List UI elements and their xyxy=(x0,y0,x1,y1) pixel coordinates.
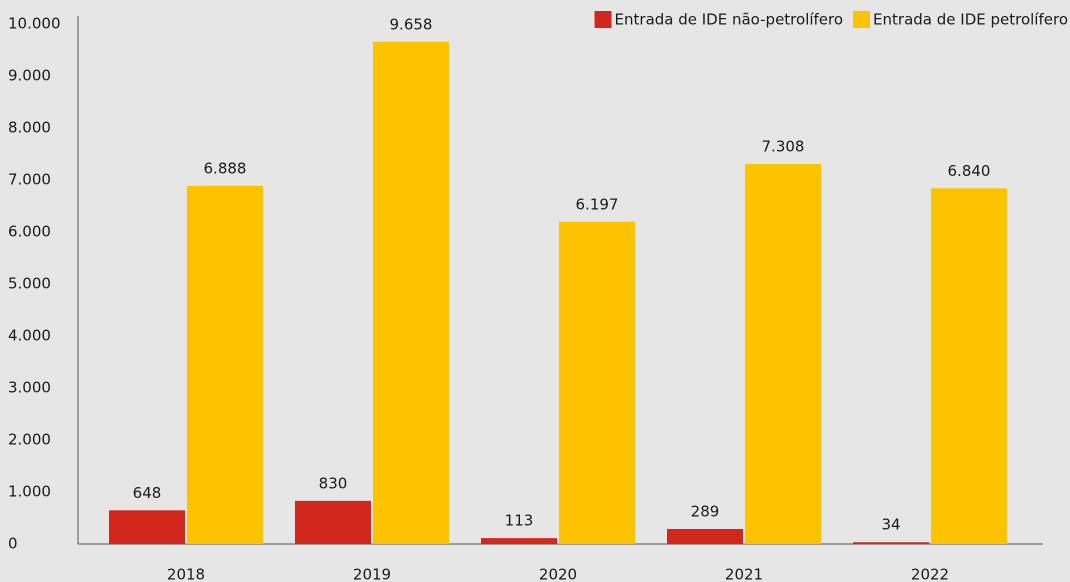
bar xyxy=(559,221,635,545)
bar xyxy=(481,538,557,544)
x-tick-label: 2021 xyxy=(725,566,763,582)
bar xyxy=(295,500,371,544)
legend-label: Entrada de IDE petrolífero xyxy=(873,11,1068,29)
legend-swatch xyxy=(594,11,612,28)
y-tick-label: 3.000 xyxy=(8,379,51,397)
x-tick-label: 2022 xyxy=(911,566,949,582)
bar xyxy=(109,510,185,544)
data-label: 34 xyxy=(881,516,900,534)
data-label: 6.888 xyxy=(204,159,247,177)
bar xyxy=(373,41,449,545)
data-label: 7.308 xyxy=(762,137,805,155)
y-tick-label: 2.000 xyxy=(8,431,51,449)
data-label: 6.840 xyxy=(948,162,991,180)
y-tick-label: 6.000 xyxy=(8,223,51,241)
y-tick-label: 1.000 xyxy=(8,483,51,501)
data-label: 289 xyxy=(691,502,720,520)
data-label: 9.658 xyxy=(390,15,433,33)
bar xyxy=(745,163,821,544)
y-tick-label: 7.000 xyxy=(8,171,51,189)
x-tick-label: 2018 xyxy=(167,566,205,582)
y-tick-label: 5.000 xyxy=(8,275,51,293)
y-tick-label: 10.000 xyxy=(8,15,61,33)
x-tick-label: 2019 xyxy=(353,566,391,582)
y-tick-label: 0 xyxy=(8,535,18,553)
legend-label: Entrada de IDE não-petrolífero xyxy=(615,11,844,29)
bar xyxy=(931,188,1007,544)
data-label: 113 xyxy=(505,512,534,530)
bar xyxy=(853,542,929,544)
data-label: 648 xyxy=(133,484,162,502)
y-tick-label: 8.000 xyxy=(8,119,51,137)
bar xyxy=(187,185,263,544)
data-label: 830 xyxy=(319,474,348,492)
bar xyxy=(667,528,743,544)
data-label: 6.197 xyxy=(576,195,619,213)
legend-swatch xyxy=(853,11,871,28)
y-tick-label: 4.000 xyxy=(8,327,51,345)
x-tick-label: 2020 xyxy=(539,566,577,582)
y-tick-label: 9.000 xyxy=(8,67,51,85)
